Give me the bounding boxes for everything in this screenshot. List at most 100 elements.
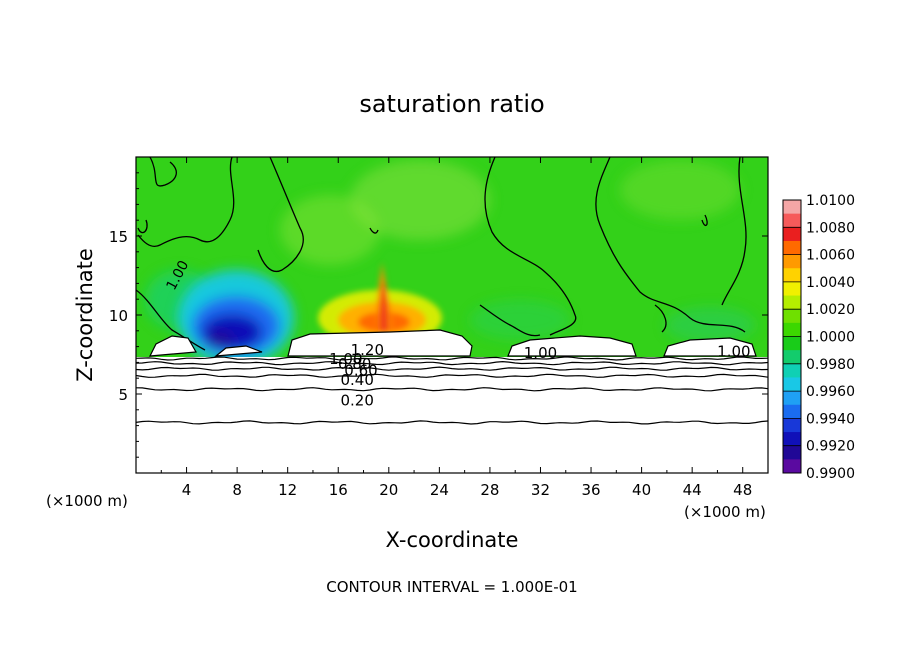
colorbar-swatch: [783, 254, 801, 269]
chart-title: saturation ratio: [359, 90, 544, 118]
colorbar-label: 0.9960: [806, 384, 855, 400]
contour-line: [654, 304, 667, 333]
x-unit-left: (×1000 m): [46, 492, 128, 510]
colorbar-swatch: [783, 404, 801, 419]
colorbar-swatch: [783, 432, 801, 447]
x-unit-right: (×1000 m): [684, 503, 766, 521]
colorbar-label: 1.0000: [806, 330, 855, 346]
colorbar-swatch: [783, 418, 801, 433]
contour-line: [136, 360, 768, 366]
contour-line: [136, 420, 768, 425]
contour-label: 0.60: [344, 361, 377, 379]
colorbar-swatch: [783, 363, 801, 378]
contour-line: [701, 214, 708, 227]
x-axis-ticks: 4 8 12 16 20 24 28 32 36 40 44 48: [160, 157, 752, 499]
contour-line: [479, 304, 541, 337]
lower-contours: [136, 356, 768, 425]
contour-line: [137, 219, 148, 234]
colorbar-swatch: [783, 459, 801, 474]
saturated-layer: [136, 357, 768, 473]
colorbar-swatch: [783, 377, 801, 392]
upper-contours: [136, 157, 747, 351]
saturated-blob: [507, 335, 637, 357]
colorbar-swatch: [783, 322, 801, 337]
y-tick-label: 10: [109, 307, 128, 325]
x-tick-label: 8: [232, 481, 242, 499]
colorbar-swatch: [783, 227, 801, 242]
y-tick-label: 15: [109, 228, 128, 246]
x-tick-label: 12: [278, 481, 297, 499]
colorbar-label: 1.0100: [806, 193, 855, 209]
contour-line: [136, 387, 768, 392]
y-axis-label: Z-coordinate: [73, 248, 97, 382]
contour-line: [137, 157, 235, 247]
contour-line: [369, 227, 379, 234]
colorbar-swatch: [783, 350, 801, 365]
contour-line: [721, 157, 747, 306]
colorbar-swatch: [783, 268, 801, 283]
contour-line: [136, 289, 206, 351]
y-tick-label: 5: [118, 386, 128, 404]
colorbar-swatch: [783, 309, 801, 324]
colorbar-swatch: [783, 281, 801, 297]
saturated-blob: [663, 337, 757, 357]
x-tick-label: 16: [329, 481, 348, 499]
field-patch: [280, 195, 380, 265]
colorbar: 1.0100 1.0080 1.0060 1.0040 1.0020 1.0000 0.99…: [782, 193, 855, 482]
field-shading: [145, 160, 755, 343]
heatmap-field: [136, 157, 768, 473]
colorbar-label: 1.0040: [806, 275, 855, 291]
colorbar-label: 0.9900: [806, 466, 855, 482]
contour-line: [149, 157, 177, 187]
contour-label: 1.00: [717, 342, 750, 360]
contour-line: [257, 157, 304, 273]
colorbar-label: 0.9940: [806, 411, 855, 427]
contour-label: 0.40: [340, 371, 373, 389]
colorbar-label: 1.0080: [806, 220, 855, 236]
x-tick-label: 36: [581, 481, 600, 499]
contour-line: [136, 366, 768, 371]
contour-interval-note: CONTOUR INTERVAL = 1.000E-01: [326, 578, 577, 596]
contour-line: [484, 157, 577, 336]
colorbar-label: 1.0060: [806, 248, 855, 264]
x-axis-label: X-coordinate: [386, 528, 519, 552]
y-axis-ticks: 5 10 15: [109, 172, 768, 458]
colorbar-label: 0.9980: [806, 357, 855, 373]
x-tick-label: 48: [733, 481, 752, 499]
x-tick-label: 40: [632, 481, 651, 499]
colorbar-swatch: [783, 240, 801, 256]
colorbar-label: 1.0020: [806, 302, 855, 318]
x-tick-label: 4: [182, 481, 192, 499]
field-patch: [350, 160, 490, 240]
contour-line: [595, 157, 746, 333]
contour-label: 0.80: [338, 355, 371, 373]
contour-label: 1.00: [524, 344, 557, 362]
x-tick-label: 32: [531, 481, 550, 499]
saturated-blob: [148, 335, 197, 357]
colorbar-swatch: [783, 336, 801, 351]
x-tick-label: 24: [430, 481, 449, 499]
dry-core: [206, 332, 234, 348]
colorbar-swatch: [783, 213, 801, 228]
contour-label: 1.00: [329, 350, 362, 368]
colorbar-swatch: [783, 295, 801, 310]
colorbar-swatch: [783, 200, 801, 215]
contour-line: [136, 373, 768, 378]
contour-label: 0.20: [340, 391, 373, 409]
contour-line: [136, 356, 768, 361]
field-patch: [470, 300, 570, 340]
colorbar-swatch: [783, 391, 801, 406]
x-tick-label: 28: [480, 481, 499, 499]
saturated-blob: [214, 345, 263, 357]
dry-region: [178, 270, 294, 366]
contour-labels: 1.001.201.000.800.600.400.201.00 1.00: [164, 258, 751, 409]
saturated-blob: [287, 329, 473, 357]
contour-label: 1.20: [351, 341, 384, 359]
field-patch: [620, 160, 740, 220]
saturated-blobs: [148, 329, 757, 357]
moist-plume-core: [379, 280, 389, 332]
colorbar-swatch: [783, 445, 801, 460]
x-tick-label: 44: [683, 481, 702, 499]
x-tick-label: 20: [379, 481, 398, 499]
